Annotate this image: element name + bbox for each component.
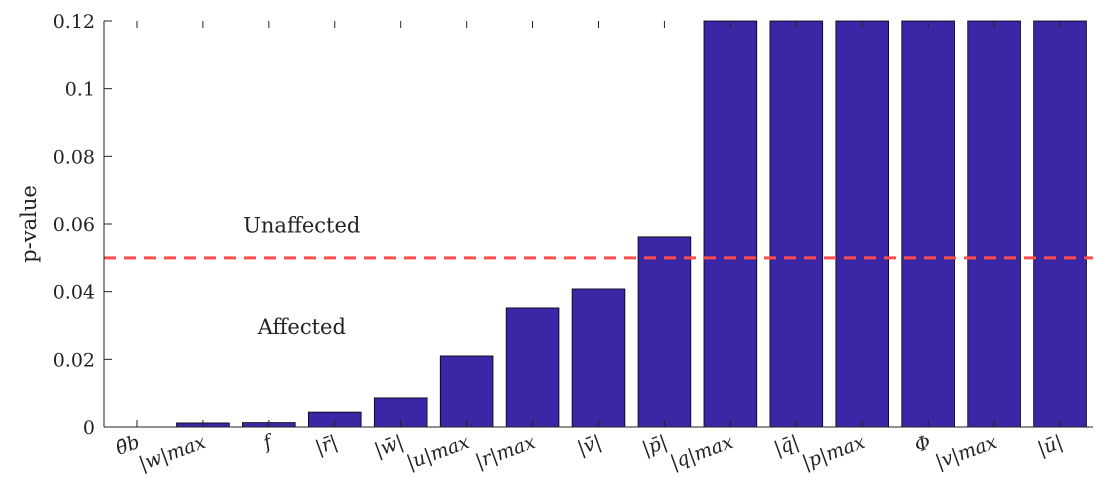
annotations: Unaffected Affected [243, 214, 360, 340]
annotation-label: Affected [257, 315, 346, 339]
y-tick-label: 0.02 [53, 349, 95, 371]
bar [439, 355, 494, 428]
x-tick-label: |p̄| [639, 431, 670, 460]
y-tick-label: 0.08 [53, 146, 95, 168]
x-tick-label: |w̄| [372, 431, 407, 462]
y-tick-label: 0 [83, 417, 95, 439]
x-tick-label: |ū| [1035, 431, 1066, 460]
y-tick-label: 0.12 [53, 11, 95, 33]
bars [176, 20, 1087, 428]
x-tick-label: f [259, 430, 278, 455]
annotation-label: Unaffected [243, 214, 360, 238]
y-tick-label: 0.04 [53, 282, 95, 304]
bar [835, 20, 890, 428]
x-tick-label: |r|max [473, 431, 539, 473]
y-tick-label: 0.1 [65, 79, 95, 101]
bar [571, 288, 626, 428]
x-tick-label: |q|max [667, 431, 736, 474]
bar [703, 20, 758, 428]
x-tick-label: |w|max [136, 431, 209, 475]
x-tick-label: |u|max [404, 431, 473, 474]
y-axis-label: p-value [17, 185, 41, 263]
bar [967, 20, 1021, 428]
x-tick-label: |p|max [799, 431, 868, 474]
x-tick-label: Φ [912, 431, 934, 457]
bar [769, 20, 824, 428]
bar [637, 236, 692, 428]
bar [901, 20, 955, 428]
x-tick-label: |v|max [933, 431, 1001, 474]
bar [1033, 20, 1087, 428]
x-tick-label: |r̄| [312, 431, 340, 459]
x-tick-label: |q̄| [771, 431, 802, 460]
y-tick-label: 0.06 [53, 214, 95, 236]
x-tick-label: |v̄| [575, 431, 605, 460]
bar [505, 307, 560, 428]
y-ticks: 0 0.02 0.04 0.06 0.08 0.1 0.12 [53, 11, 112, 439]
